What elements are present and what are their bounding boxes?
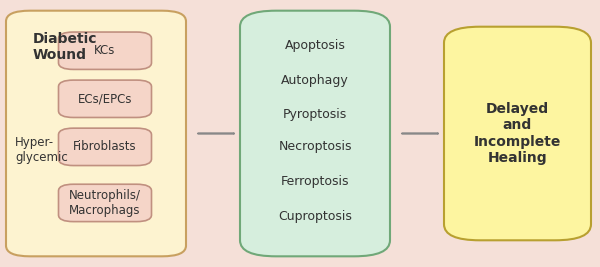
- Text: Delayed
and
Incomplete
Healing: Delayed and Incomplete Healing: [473, 102, 561, 165]
- Text: Ferroptosis: Ferroptosis: [281, 175, 349, 188]
- Text: Diabetic
Wound: Diabetic Wound: [33, 32, 97, 62]
- FancyBboxPatch shape: [444, 27, 591, 240]
- FancyBboxPatch shape: [58, 184, 151, 222]
- Text: Pyroptosis: Pyroptosis: [283, 108, 347, 121]
- Text: KCs: KCs: [94, 44, 116, 57]
- FancyBboxPatch shape: [6, 11, 186, 256]
- FancyBboxPatch shape: [58, 80, 151, 117]
- Text: Fibroblasts: Fibroblasts: [73, 140, 137, 153]
- Text: ECs/EPCs: ECs/EPCs: [78, 92, 132, 105]
- Text: Necroptosis: Necroptosis: [278, 140, 352, 153]
- FancyBboxPatch shape: [58, 128, 151, 166]
- FancyBboxPatch shape: [240, 11, 390, 256]
- Text: Hyper-
glycemic: Hyper- glycemic: [15, 136, 68, 163]
- Text: Autophagy: Autophagy: [281, 74, 349, 87]
- Text: Apoptosis: Apoptosis: [284, 39, 346, 52]
- Text: Neutrophils/
Macrophags: Neutrophils/ Macrophags: [69, 189, 141, 217]
- FancyBboxPatch shape: [58, 32, 151, 69]
- Text: Cuproptosis: Cuproptosis: [278, 210, 352, 223]
